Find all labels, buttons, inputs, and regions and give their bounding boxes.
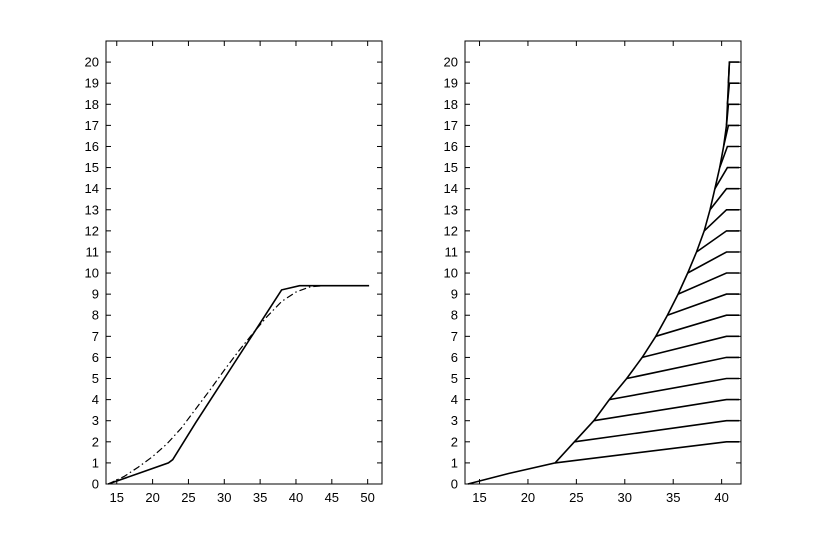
left-axes-frame — [105, 40, 383, 485]
left-x-tick-label: 30 — [217, 490, 231, 505]
left-y-tick-label: 12 — [85, 223, 99, 238]
right-y-tick-label: 7 — [451, 329, 458, 344]
right-branch-line-5 — [626, 356, 740, 380]
right-y-tick-label: 6 — [451, 350, 458, 365]
right-y-tick-label: 15 — [444, 160, 458, 175]
right-panel: 15 20 25 30 35 400123456789101112131415161718… — [444, 40, 742, 505]
left-panel: 15 20 25 30 35 40 45 50012345678910111213141516… — [85, 40, 383, 505]
right-y-tick-label: 13 — [444, 202, 458, 217]
right-x-tick-label: 40 — [714, 490, 728, 505]
right-y-tick-label: 2 — [451, 434, 458, 449]
right-branch-line-7 — [655, 314, 740, 338]
right-y-tick-label: 3 — [451, 413, 458, 428]
left-y-tick-label: 11 — [86, 244, 100, 259]
right-y-tick-label: 9 — [451, 287, 458, 302]
left-y-tick-label: 19 — [85, 76, 99, 91]
right-branch-line-16 — [722, 124, 740, 147]
left-y-tick-label: 1 — [92, 455, 99, 470]
left-series-dash-dot — [107, 285, 370, 485]
right-y-tick-label: 19 — [444, 76, 458, 91]
right-y-tick-label: 11 — [445, 244, 459, 259]
right-branch-line-10 — [687, 251, 740, 274]
left-y-tick-label: 10 — [85, 266, 99, 281]
right-x-tick-label: 25 — [569, 490, 583, 505]
left-y-tick-label: 16 — [85, 139, 99, 154]
left-y-tick-label: 8 — [92, 308, 99, 323]
left-y-tick-label: 20 — [85, 55, 99, 70]
right-branch-line-1 — [555, 440, 740, 464]
right-y-tick-label: 12 — [444, 223, 458, 238]
right-x-tick-label: 35 — [666, 490, 680, 505]
right-y-tick-label: 4 — [451, 392, 458, 407]
left-x-tick-label: 15 — [110, 490, 124, 505]
right-branch-line-9 — [677, 272, 740, 295]
right-y-tick-label: 16 — [444, 139, 458, 154]
right-y-tick-label: 5 — [451, 371, 458, 386]
right-branch-line-6 — [642, 335, 740, 359]
right-y-tick-label: 0 — [451, 477, 458, 492]
left-y-tick-label: 9 — [92, 287, 99, 302]
right-branch-line-15 — [718, 145, 740, 168]
right-branch-line-2 — [574, 419, 740, 443]
right-y-tick-label: 10 — [444, 266, 458, 281]
left-y-tick-label: 18 — [85, 97, 99, 112]
left-x-tick-label: 45 — [325, 490, 339, 505]
right-branch-line-4 — [609, 377, 740, 401]
left-y-tick-label: 17 — [85, 118, 99, 133]
right-y-tick-label: 18 — [444, 97, 458, 112]
left-y-tick-label: 2 — [92, 434, 99, 449]
left-x-tick-label: 20 — [145, 490, 159, 505]
left-x-tick-label: 50 — [360, 490, 374, 505]
right-branch-line-17 — [725, 103, 740, 126]
right-axes-frame — [464, 40, 742, 485]
right-envelope-curve — [467, 62, 731, 485]
right-branch-line-13 — [709, 187, 740, 211]
right-y-tick-label: 20 — [444, 55, 458, 70]
right-y-tick-label: 17 — [444, 118, 458, 133]
right-branch-line-3 — [593, 398, 740, 422]
left-y-tick-label: 3 — [92, 413, 99, 428]
left-y-tick-label: 7 — [92, 329, 99, 344]
right-branch-line-12 — [703, 209, 740, 232]
right-branch-line-8 — [667, 293, 740, 316]
right-y-tick-label: 8 — [451, 308, 458, 323]
left-y-tick-label: 4 — [92, 392, 99, 407]
right-branch-line-11 — [696, 230, 740, 253]
left-y-tick-label: 6 — [92, 350, 99, 365]
left-series-solid — [107, 284, 370, 485]
left-y-tick-label: 14 — [85, 181, 99, 196]
right-branch-line-14 — [714, 166, 740, 190]
left-x-tick-label: 35 — [253, 490, 267, 505]
left-x-tick-label: 25 — [181, 490, 195, 505]
left-y-tick-label: 0 — [92, 477, 99, 492]
right-y-tick-label: 1 — [451, 455, 458, 470]
left-y-tick-label: 15 — [85, 160, 99, 175]
right-x-tick-label: 30 — [618, 490, 632, 505]
right-branch-line-19 — [727, 61, 740, 84]
right-x-tick-label: 15 — [472, 490, 486, 505]
left-x-tick-label: 40 — [289, 490, 303, 505]
left-y-tick-label: 13 — [85, 202, 99, 217]
left-y-tick-label: 5 — [92, 371, 99, 386]
right-y-tick-label: 14 — [444, 181, 458, 196]
right-x-tick-label: 20 — [521, 490, 535, 505]
right-branch-line-18 — [726, 82, 740, 105]
